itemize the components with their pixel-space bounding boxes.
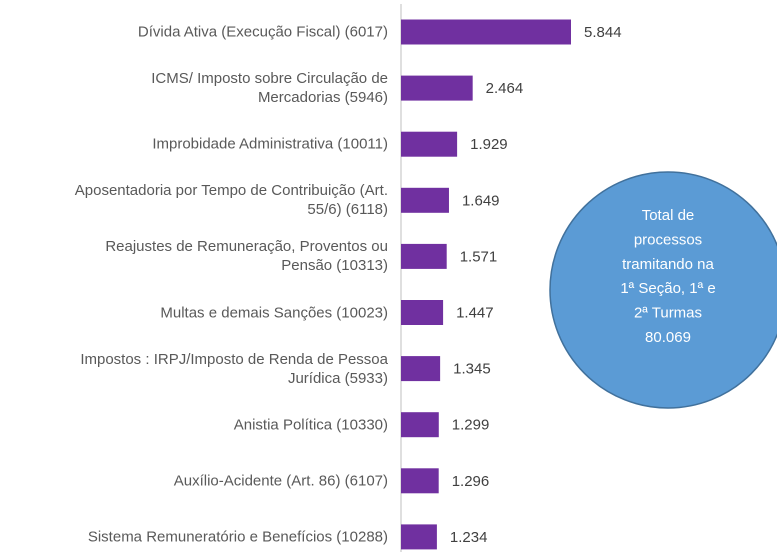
annotation-text: 2ª Turmas: [634, 305, 702, 322]
bar: [401, 187, 449, 213]
value-label: 2.464: [486, 80, 524, 97]
value-label: 1.299: [452, 417, 490, 434]
category-label: Reajustes de Remuneração, Proventos ou P…: [105, 238, 388, 275]
category-label: Dívida Ativa (Execução Fiscal) (6017): [137, 23, 388, 41]
bar: [401, 243, 447, 269]
bar: [401, 131, 458, 157]
value-label: 5.844: [584, 24, 622, 41]
value-label: 1.447: [456, 304, 494, 321]
value-label: 1.929: [470, 136, 508, 153]
category-label: Multas e demais Sanções (10023): [160, 304, 388, 321]
annotation-text: 80.069: [645, 329, 691, 346]
annotation-text: 1ª Seção, 1ª e: [620, 280, 715, 297]
annotation-text: tramitando na: [622, 256, 714, 273]
value-label: 1.649: [462, 192, 500, 209]
annotation-circle: [549, 171, 777, 409]
category-label: Sistema Remuneratório e Benefícios (1028…: [87, 528, 388, 546]
category-label: Anistia Política (10330): [233, 416, 388, 434]
bar: [401, 356, 441, 382]
bar: [401, 75, 473, 101]
bar: [401, 468, 439, 494]
category-label: Auxílio-Acidente (Art. 86) (6107): [173, 472, 388, 490]
category-label: Impostos : IRPJ/Imposto de Renda de Pess…: [80, 350, 388, 387]
category-label: Aposentadoria por Tempo de Contribuição …: [74, 182, 388, 219]
annotation-text: processos: [634, 231, 702, 248]
bar: [401, 19, 571, 45]
annotation-text: Total de: [642, 207, 695, 224]
value-label: 1.571: [460, 248, 498, 265]
bar: [401, 524, 437, 550]
bar: [401, 412, 439, 438]
value-label: 1.296: [452, 473, 490, 490]
value-label: 1.345: [453, 361, 491, 378]
category-label: ICMS/ Imposto sobre Circulação de Mercad…: [151, 70, 388, 107]
bar: [401, 300, 444, 325]
category-label: Improbidade Administrativa (10011): [152, 135, 388, 153]
value-label: 1.234: [450, 529, 488, 546]
